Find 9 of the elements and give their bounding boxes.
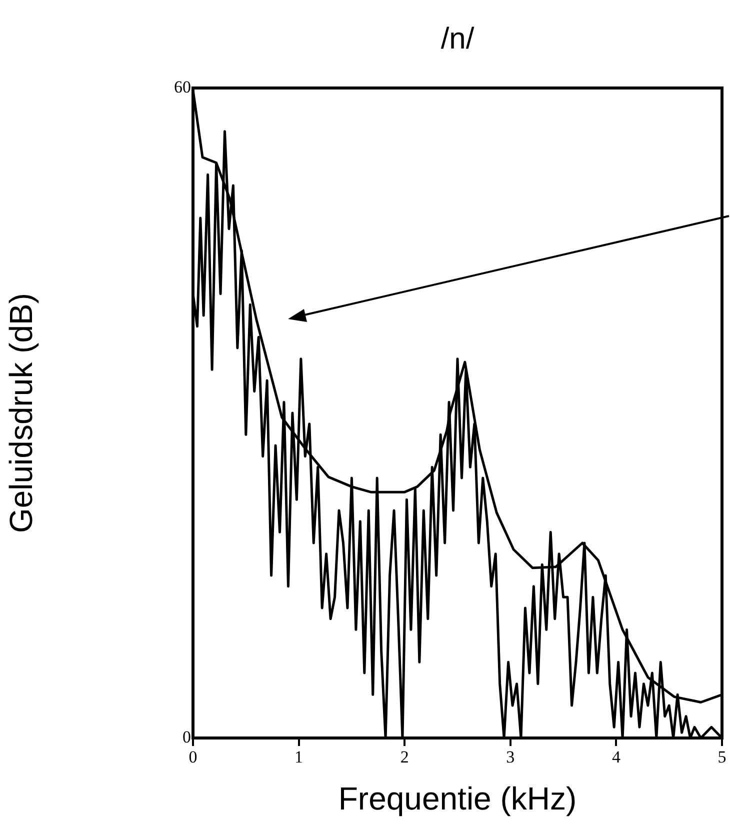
x-axis-title: Frequentie (kHz)	[338, 780, 577, 817]
x-tick-label: 2	[400, 748, 409, 767]
x-tick-label: 4	[612, 748, 621, 767]
y-axis-title: Geluidsdruk (dB)	[3, 292, 40, 534]
x-tick-label: 3	[506, 748, 515, 767]
chart-title: /n/	[440, 22, 475, 56]
x-tick-label: 1	[294, 748, 304, 767]
x-tick-label: 5	[718, 748, 726, 767]
y-tick-label: 60	[174, 77, 191, 96]
